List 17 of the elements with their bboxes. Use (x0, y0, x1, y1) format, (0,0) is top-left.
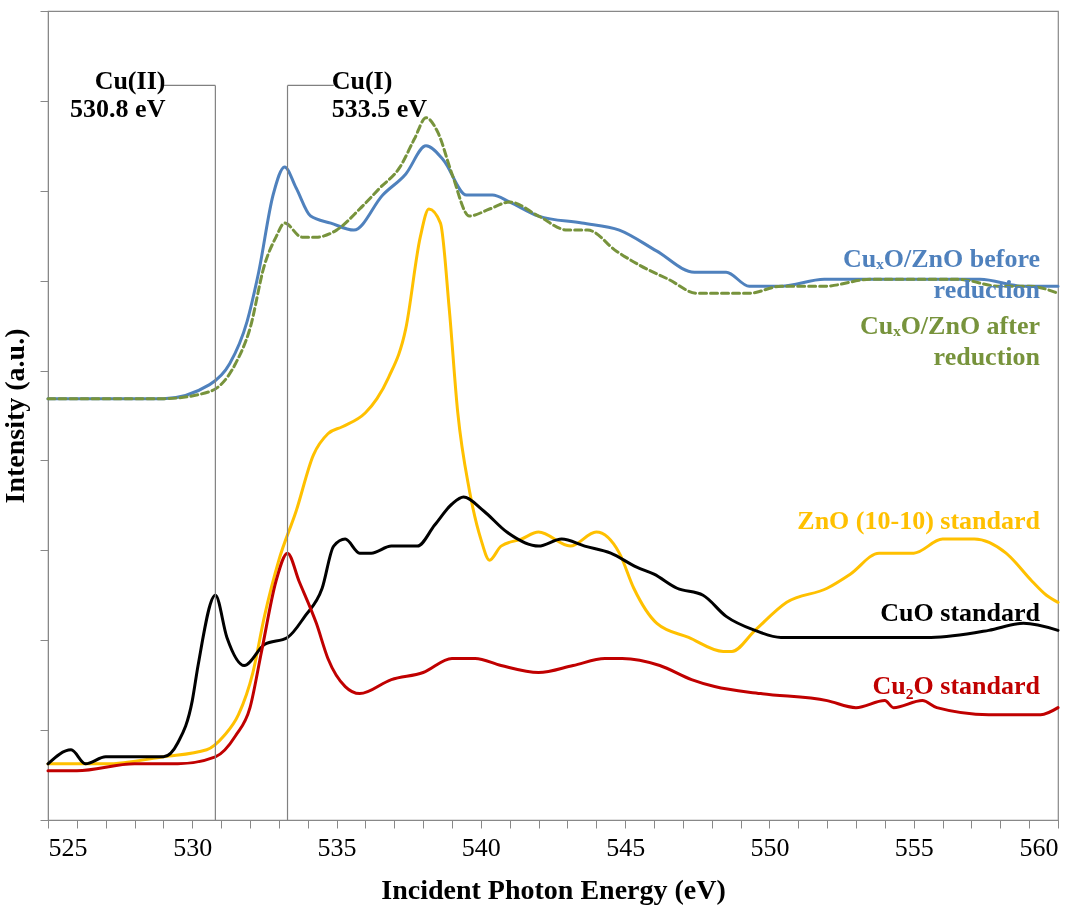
x-tick-label: 555 (894, 832, 934, 862)
series-label: CuₓO/ZnO before reduction (843, 244, 1041, 305)
series-label: CuₓO/ZnO after reduction (859, 311, 1041, 372)
series-label: CuO standard (880, 598, 1041, 628)
ref-line-label: Cu(II) 530.8 eV (70, 66, 166, 124)
series-label: Cu₂O standard (872, 670, 1041, 700)
y-axis-title: Intensity (a.u.) (0, 328, 30, 504)
x-tick-label: 525 (48, 832, 88, 862)
x-tick-label: 550 (750, 832, 790, 862)
x-tick-label: 560 (1019, 832, 1059, 862)
x-tick-label: 540 (461, 832, 501, 862)
x-axis-title: Incident Photon Energy (eV) (381, 873, 726, 905)
x-tick-label: 545 (606, 832, 646, 862)
x-tick-label: 535 (317, 832, 357, 862)
x-tick-label: 530 (173, 832, 213, 862)
series-label: ZnO (10-10) standard (797, 506, 1041, 536)
ref-line-label: Cu(I) 533.5 eV (331, 66, 428, 124)
